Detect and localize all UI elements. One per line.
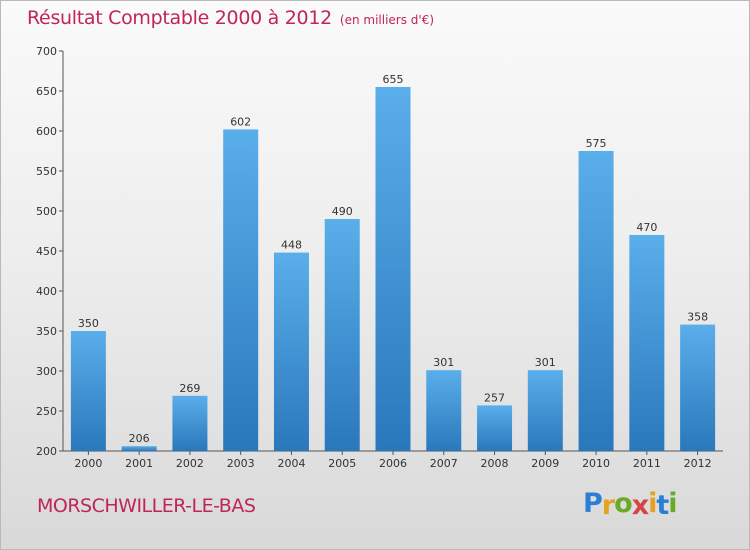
value-label-2008: 257 [484,391,505,404]
value-label-2004: 448 [281,239,302,252]
chart-subtitle: (en milliers d'€) [339,13,435,27]
bar-2009 [527,370,563,451]
logo-letter: t [656,490,669,521]
bar-2010 [578,151,614,451]
y-tick-label: 300 [36,365,57,378]
bar-2011 [629,235,665,451]
bar-2001 [121,446,157,451]
proxiti-logo[interactable]: Proxiti [583,488,678,521]
logo-letter: i [668,488,677,519]
y-tick-label: 450 [36,245,57,258]
y-tick-label: 350 [36,325,57,338]
bar-2006 [375,87,411,451]
value-label-2005: 490 [332,205,353,218]
bar-2000 [70,331,106,451]
bar-2008 [477,405,513,451]
value-label-2010: 575 [586,137,607,150]
y-tick-label: 700 [36,45,57,58]
logo-letter: i [648,488,657,519]
x-tick-label-2006: 2006 [379,457,407,470]
x-tick-label-2003: 2003 [227,457,255,470]
bars: 350 206 269 602 448 490 655 301 257 301 575 470 358 [70,73,716,451]
value-label-2011: 470 [636,221,657,234]
x-tick-label-2000: 2000 [74,457,102,470]
bar-2007 [426,370,462,451]
bar-2005 [324,219,360,451]
y-tick-label: 500 [36,205,57,218]
bar-2003 [223,129,259,451]
value-label-2002: 269 [179,382,200,395]
value-label-2003: 602 [230,115,251,128]
logo-letter: x [631,490,649,521]
x-tick-label-2011: 2011 [633,457,661,470]
bar-2002 [172,395,208,451]
value-label-2012: 358 [687,311,708,324]
x-tick-label-2010: 2010 [582,457,610,470]
logo-letter: P [583,488,603,519]
value-label-2009: 301 [535,356,556,369]
x-axis: 2000 2001 2002 2003 2004 2005 2006 2007 2008 2009… [63,450,723,470]
x-tick-label-2012: 2012 [684,457,712,470]
value-label-2001: 206 [129,432,150,445]
y-axis: 200 250 300 350 400 450 500 550 600 650 700 [36,45,64,458]
y-tick-label: 650 [36,85,57,98]
logo-letter: r [601,490,615,521]
chart-title: Résultat Comptable 2000 à 2012 [27,7,332,29]
x-tick-label-2002: 2002 [176,457,204,470]
y-tick-label: 200 [36,445,57,458]
bar-2004 [273,252,309,451]
x-tick-label-2009: 2009 [531,457,559,470]
place-name: MORSCHWILLER-LE-BAS [37,495,256,517]
logo-letter: o [614,488,633,519]
bar-2012 [680,324,716,451]
x-tick-label-2001: 2001 [125,457,153,470]
x-tick-label-2005: 2005 [328,457,356,470]
title-row: Résultat Comptable 2000 à 2012 (en millie… [27,7,434,29]
x-tick-label-2008: 2008 [481,457,509,470]
y-tick-label: 550 [36,165,57,178]
value-label-2000: 350 [78,317,99,330]
value-label-2007: 301 [433,356,454,369]
y-tick-label: 600 [36,125,57,138]
y-tick-label: 250 [36,405,57,418]
value-label-2006: 655 [383,73,404,86]
x-tick-label-2004: 2004 [277,457,305,470]
x-tick-label-2007: 2007 [430,457,458,470]
y-tick-label: 400 [36,285,57,298]
